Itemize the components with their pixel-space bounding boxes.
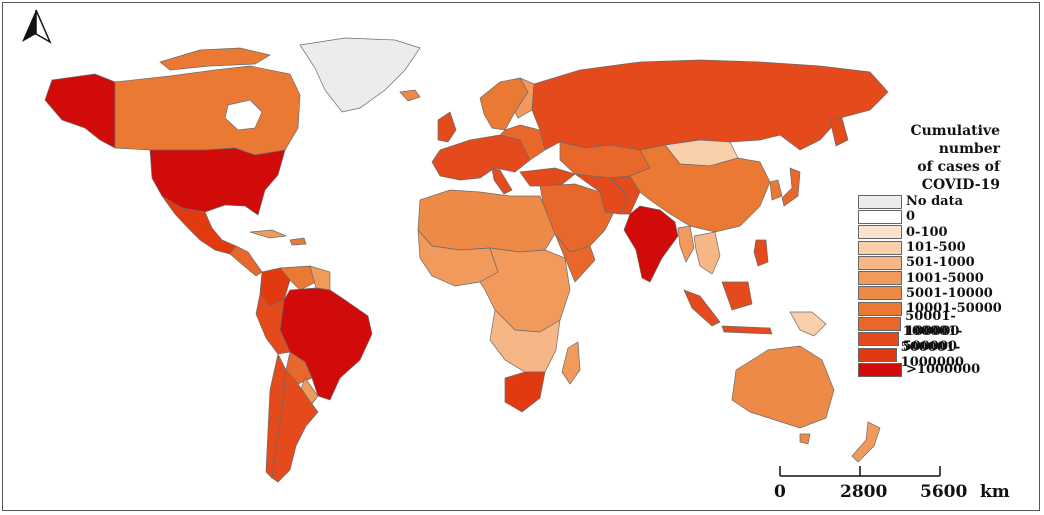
country-png[interactable] [789,311,827,337]
country-russia-east[interactable] [829,117,849,147]
legend-item: No data [858,194,1008,209]
country-madagascar[interactable] [561,341,581,385]
legend-label: 5001-10000 [906,285,993,301]
legend-swatch [858,225,902,240]
legend-label: 501-1000 [906,255,975,271]
country-korea[interactable] [769,179,783,201]
legend-item: 0 [858,209,1008,224]
legend-label: 10001-50000 [906,301,1002,317]
country-venezuela[interactable] [279,265,317,291]
scale-tick-0: 0 [774,482,786,502]
legend-item: 101-500 [858,240,1008,255]
legend-item: 100001-500000 [858,324,1008,354]
country-italy[interactable] [491,167,513,195]
country-indonesia-java[interactable] [721,325,773,335]
legend-label: 101-500 [906,240,966,256]
legend-item: 500001-1000000 [858,340,1008,370]
legend-swatch [858,362,902,377]
legend-label: >1000000 [906,362,981,378]
legend-label: 100001-500000 [902,324,963,355]
legend-swatch [858,209,902,224]
legend-label: 500001-1000000 [900,339,964,370]
legend-swatch [858,317,902,332]
legend-swatch [858,240,902,255]
legend-item: 50001-100000 [858,309,1008,339]
country-australia[interactable] [731,345,835,429]
country-south-africa[interactable] [504,371,546,413]
country-indochina[interactable] [693,231,721,275]
country-turkey[interactable] [519,167,576,187]
country-iceland[interactable] [399,89,421,102]
scale-tick-1: 2800 [840,482,888,502]
country-myanmar[interactable] [677,225,695,263]
legend-label: 0-100 [906,224,948,240]
legend-swatch [858,347,897,362]
hudson-bay [224,99,263,131]
country-western-europe[interactable] [431,134,531,181]
country-greenland[interactable] [299,37,421,113]
scale-unit: km [980,482,1010,502]
country-india[interactable] [623,205,679,283]
country-alaska[interactable] [44,73,116,149]
country-canada[interactable] [114,65,301,156]
scale-bar-line [779,466,941,477]
legend: Cumulative number of cases of COVID-19 N… [858,122,1008,378]
legend-title-line1: Cumulative number [910,123,1000,157]
country-canada-islands[interactable] [159,47,271,71]
country-cuba[interactable] [249,229,288,239]
legend-item: 5001-10000 [858,286,1008,301]
legend-label: No data [906,194,964,210]
country-eastern-europe[interactable] [499,124,546,161]
legend-label: 1001-5000 [906,270,984,286]
country-uk[interactable] [437,111,457,143]
legend-item: 501-1000 [858,255,1008,270]
country-guianas[interactable] [309,265,331,291]
legend-item: 1001-5000 [858,270,1008,286]
country-argentina[interactable] [271,369,319,483]
scale-tick-2: 5600 [920,482,968,502]
country-central-america[interactable] [229,245,263,277]
country-hispaniola[interactable] [289,237,307,246]
country-indonesia-sumatra[interactable] [683,289,721,327]
country-horn-of-africa[interactable] [554,233,596,283]
country-japan[interactable] [781,167,801,207]
legend-swatch [858,301,902,316]
country-philippines[interactable] [753,239,769,267]
legend-swatch [858,286,902,301]
legend-item: >1000000 [858,362,1008,377]
country-north-africa[interactable] [417,189,556,253]
legend-swatch [858,255,902,270]
legend-item: 10001-50000 [858,301,1008,316]
legend-swatch [858,194,902,209]
country-china[interactable] [629,144,771,233]
country-new-zealand[interactable] [851,421,881,463]
legend-title-line2: of cases of COVID-19 [917,159,1000,193]
legend-item: 0-100 [858,225,1008,240]
scale-bar: 0 2800 5600 km [770,460,1020,508]
country-tasmania[interactable] [799,433,811,445]
legend-swatch [858,332,899,347]
legend-label: 0 [906,209,916,225]
country-southern-africa[interactable] [489,309,561,373]
north-arrow-icon [22,9,52,44]
legend-label: 50001-100000 [905,309,960,340]
legend-swatch [858,271,902,286]
country-indonesia-borneo[interactable] [721,281,753,311]
